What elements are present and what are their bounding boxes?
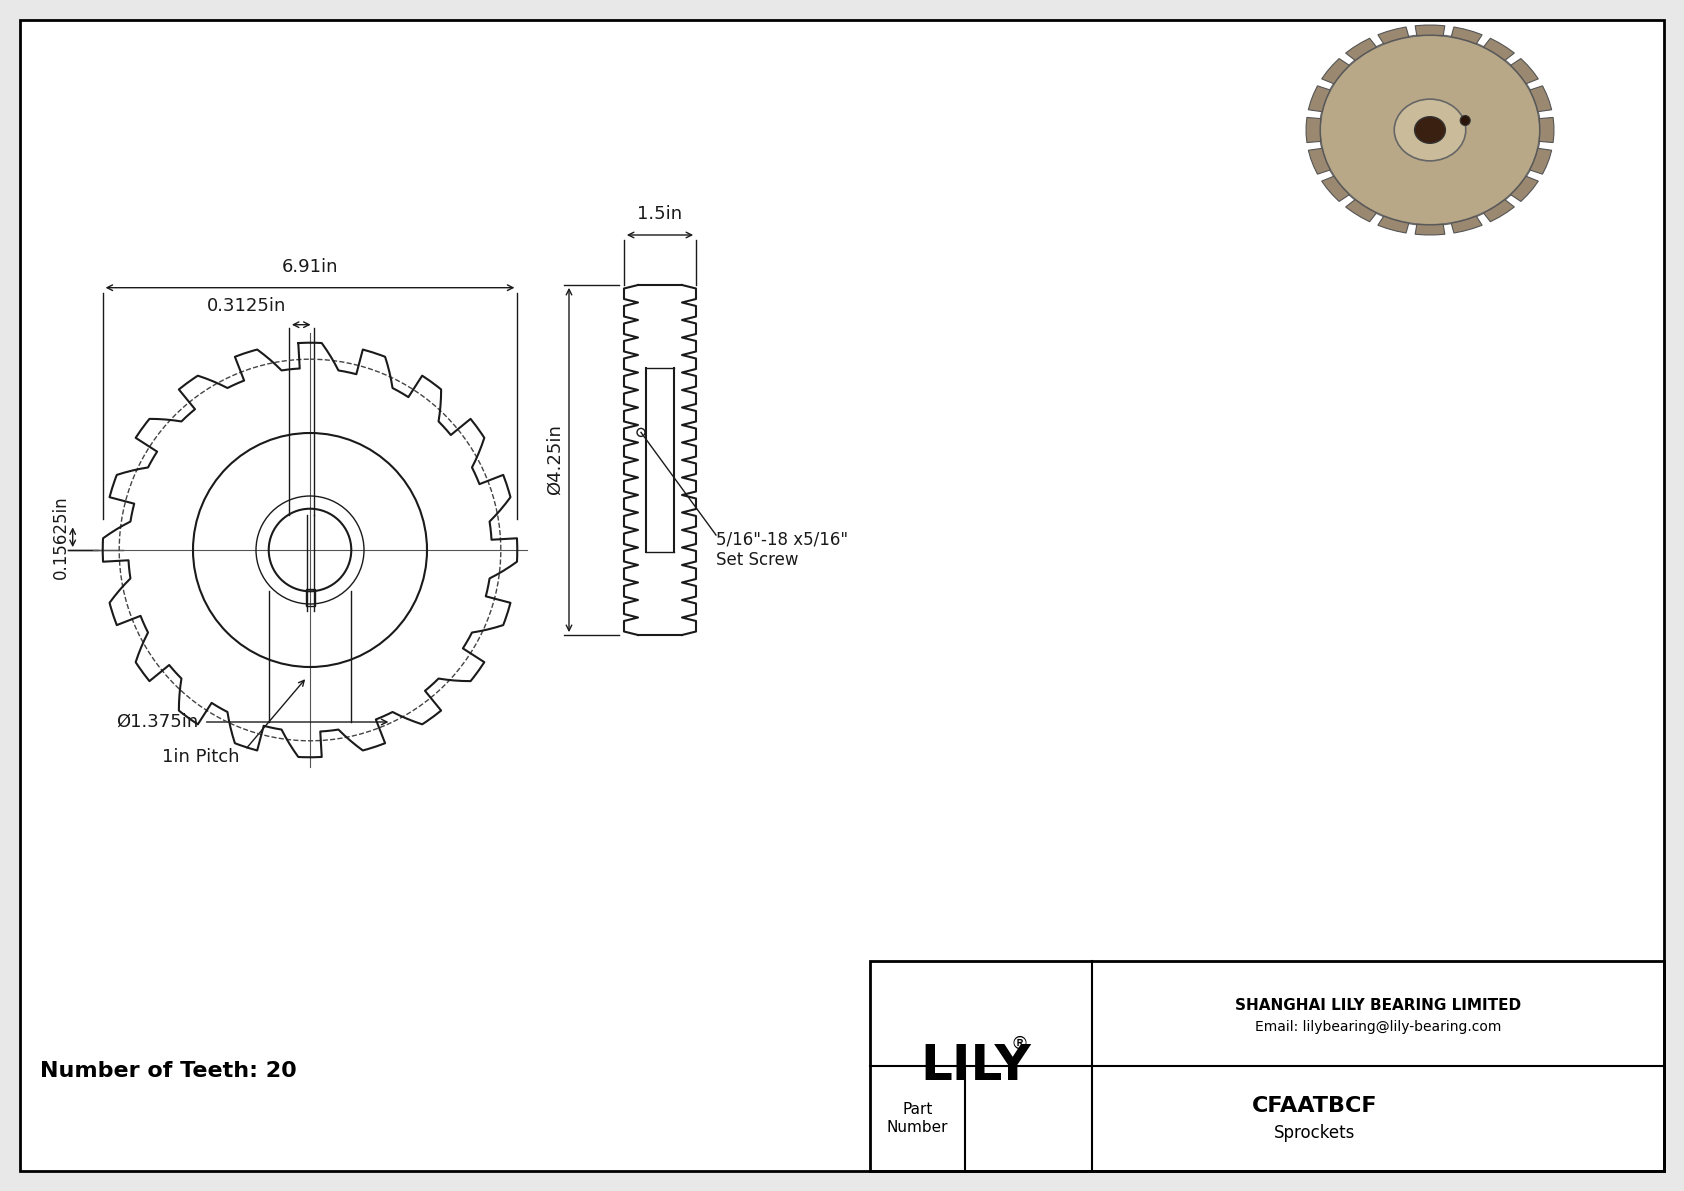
Text: CFAATBCF: CFAATBCF [1251, 1097, 1378, 1116]
Text: ®: ® [1010, 1035, 1029, 1053]
Text: 6.91in: 6.91in [281, 257, 338, 275]
Text: LILY: LILY [921, 1042, 1032, 1090]
Text: Ø1.375in: Ø1.375in [116, 713, 199, 731]
Polygon shape [1529, 86, 1551, 112]
Text: 1.5in: 1.5in [638, 205, 682, 223]
Text: 5/16"-18 x5/16"
Set Screw: 5/16"-18 x5/16" Set Screw [716, 530, 849, 569]
Polygon shape [1415, 224, 1445, 235]
Text: 1in Pitch: 1in Pitch [162, 748, 241, 766]
Polygon shape [1529, 149, 1551, 174]
Polygon shape [1484, 200, 1514, 222]
Text: 0.15625in: 0.15625in [52, 495, 69, 579]
Ellipse shape [1320, 35, 1539, 225]
Polygon shape [1308, 86, 1330, 112]
Polygon shape [1484, 38, 1514, 61]
Text: SHANGHAI LILY BEARING LIMITED: SHANGHAI LILY BEARING LIMITED [1234, 998, 1521, 1014]
Ellipse shape [1394, 99, 1465, 161]
Polygon shape [1346, 38, 1376, 61]
Text: Ø4.25in: Ø4.25in [546, 424, 564, 495]
Polygon shape [1322, 58, 1349, 83]
Text: Sprockets: Sprockets [1275, 1123, 1356, 1141]
Text: Number of Teeth: 20: Number of Teeth: 20 [40, 1061, 296, 1081]
Polygon shape [1308, 149, 1330, 174]
Polygon shape [1511, 176, 1537, 201]
Polygon shape [1322, 176, 1349, 201]
Text: Part
Number: Part Number [887, 1103, 948, 1135]
Circle shape [1460, 116, 1470, 125]
Polygon shape [20, 20, 1664, 1171]
Polygon shape [1452, 27, 1482, 44]
Polygon shape [1307, 118, 1320, 143]
Polygon shape [1378, 27, 1410, 44]
Ellipse shape [1415, 117, 1445, 143]
Polygon shape [1511, 58, 1537, 83]
Text: 0.3125in: 0.3125in [207, 297, 286, 314]
Text: Email: lilybearing@lily-bearing.com: Email: lilybearing@lily-bearing.com [1255, 1021, 1502, 1035]
Polygon shape [1539, 118, 1554, 143]
Polygon shape [1452, 217, 1482, 233]
Polygon shape [1378, 217, 1410, 233]
Polygon shape [1415, 25, 1445, 36]
Polygon shape [1346, 200, 1376, 222]
